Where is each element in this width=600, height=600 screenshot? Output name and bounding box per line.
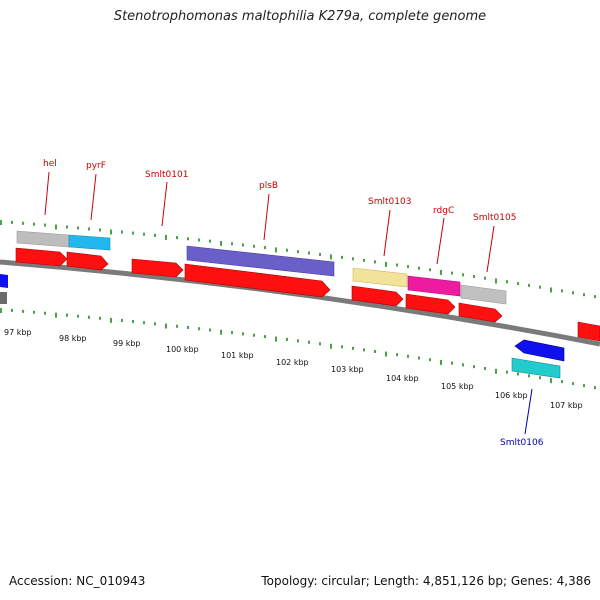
- lower-tick-track: [0, 308, 596, 390]
- hel-feature[interactable]: [16, 230, 70, 248]
- cds-arrow-right-edge[interactable]: [577, 321, 600, 342]
- gene-label-Smlt0101[interactable]: Smlt0101: [145, 170, 188, 180]
- upper-tick-track: [0, 220, 596, 299]
- cds-arrow-Smlt0103[interactable]: [351, 285, 404, 307]
- scale-label-103: 103 kbp: [331, 365, 364, 374]
- genome-backbone: [0, 259, 600, 347]
- leader-Smlt0105: [486, 225, 495, 273]
- leader-pyrF: [90, 173, 97, 221]
- Smlt0106-feature[interactable]: [511, 357, 561, 379]
- accession-text: Accession: NC_010943: [9, 574, 146, 588]
- gene-label-Smlt0103[interactable]: Smlt0103: [368, 197, 411, 207]
- leader-Smlt0106: [524, 388, 533, 435]
- leader-Smlt0103: [383, 209, 391, 257]
- map-title: Stenotrophomonas maltophilia K279a, comp…: [113, 9, 487, 24]
- gene-label-Smlt0106[interactable]: Smlt0106: [500, 438, 544, 448]
- scale-label-106: 106 kbp: [495, 391, 528, 400]
- cds-arrow-Smlt0101[interactable]: [131, 258, 184, 278]
- cds-arrow-plsB[interactable]: [184, 263, 331, 298]
- scale-label-100: 100 kbp: [166, 345, 199, 354]
- leader-rdgC: [436, 217, 445, 265]
- scale-label-97: 97 kbp: [4, 328, 32, 337]
- leader-plsB: [263, 193, 270, 241]
- gene-label-plsB[interactable]: plsB: [259, 181, 278, 191]
- scale-label-105: 105 kbp: [441, 382, 474, 391]
- partial-feature-blue[interactable]: [0, 274, 8, 288]
- partial-feature-grey[interactable]: [0, 292, 7, 304]
- genome-summary: Topology: circular; Length: 4,851,126 bp…: [261, 574, 591, 588]
- cds-arrow-hel[interactable]: [15, 247, 68, 267]
- gene-label-pyrF[interactable]: pyrF: [86, 161, 106, 171]
- plsB-feature[interactable]: [186, 245, 335, 277]
- Smlt0105-feature[interactable]: [460, 284, 507, 305]
- scale-label-99: 99 kbp: [113, 339, 141, 348]
- gene-label-Smlt0105[interactable]: Smlt0105: [473, 213, 516, 223]
- scale-label-107: 107 kbp: [550, 401, 583, 410]
- gene-label-hel[interactable]: hel: [43, 159, 57, 169]
- leader-hel: [44, 171, 50, 216]
- cds-arrow-pyrF[interactable]: [66, 251, 109, 271]
- scale-label-101: 101 kbp: [221, 351, 254, 360]
- cds-arrow-reverse[interactable]: [514, 339, 565, 362]
- leader-Smlt0101: [161, 181, 168, 227]
- cds-arrow-rdgC[interactable]: [405, 293, 456, 315]
- Smlt0103-feature[interactable]: [352, 267, 408, 288]
- pyrF-feature[interactable]: [68, 234, 111, 251]
- gene-label-rdgC[interactable]: rdgC: [433, 206, 454, 216]
- scale-label-104: 104 kbp: [386, 374, 419, 383]
- cds-arrow-Smlt0105[interactable]: [458, 302, 503, 323]
- rdgC-feature[interactable]: [407, 275, 461, 297]
- scale-label-98: 98 kbp: [59, 334, 87, 343]
- scale-label-102: 102 kbp: [276, 358, 309, 367]
